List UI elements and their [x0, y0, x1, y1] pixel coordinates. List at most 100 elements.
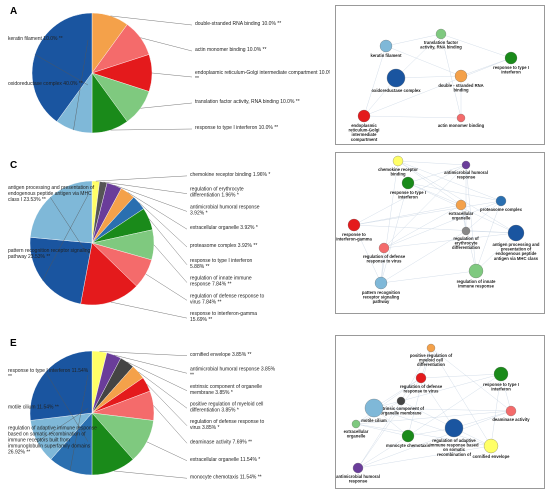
pie-leader-line	[127, 361, 188, 391]
network-node-label: actin monomer binding	[438, 123, 485, 128]
network-node	[415, 372, 427, 384]
network-edge	[385, 45, 462, 77]
network-edge	[420, 373, 502, 379]
pie-leader-line	[113, 354, 188, 374]
pie-label: double-stranded RNA binding 10.0% **	[195, 21, 281, 27]
pie-leader-line	[113, 470, 188, 479]
network-edge	[453, 410, 512, 429]
network-edge	[465, 200, 502, 232]
network-edge	[373, 407, 512, 412]
network-node-label: chemokine receptor binding	[378, 167, 418, 177]
network-edge	[407, 164, 467, 184]
network-edge	[407, 373, 502, 437]
network-node	[461, 226, 471, 236]
pie-label: positive regulation of myeloid cell diffe…	[190, 401, 263, 413]
network-edge	[383, 204, 462, 249]
pie-leader-line	[153, 405, 188, 444]
network-node	[401, 429, 415, 443]
pie-label: proteasome complex 3.92% **	[190, 243, 257, 249]
network-edge	[380, 230, 467, 284]
pie-label: antigen processing and presentation of en…	[8, 185, 95, 203]
network-node-label: cornified envelope	[473, 454, 511, 459]
network-edge	[357, 400, 402, 469]
network-node-label: pattern recognition receptor signaling pat…	[362, 290, 401, 304]
network-edge	[397, 160, 517, 234]
pie-label: monocyte chemotaxis 11.54% **	[190, 474, 262, 480]
network-edge	[363, 115, 462, 119]
network-edge	[440, 33, 512, 59]
network-node	[357, 109, 371, 123]
pie-slice	[30, 180, 93, 244]
network-panel-d: chemokine receptor binding antimicrobial h…	[335, 152, 545, 314]
pie-label: deaminase activity 7.69% **	[190, 439, 252, 445]
network-node-label: antimicrobial humoral response	[336, 474, 380, 484]
pie-leader-line	[36, 408, 89, 442]
pie-label: regulation of adaptive immune response ba…	[8, 426, 97, 456]
network-node	[455, 199, 467, 211]
panel-letter-c: C	[10, 160, 18, 171]
network-edge	[383, 164, 467, 249]
network-node-label: oxidoreductase complex	[371, 88, 421, 93]
network-edge	[357, 435, 409, 469]
pie-leader-line	[145, 273, 188, 301]
network-node-label: motile cilium	[361, 418, 387, 423]
pie-label: regulation of defense response to virus 7…	[190, 293, 264, 305]
network-edge	[355, 423, 409, 437]
network-edge	[355, 423, 492, 447]
pie-label: actin monomer binding 10.0% **	[195, 47, 266, 53]
network-node-label: regulation of adaptive immune response ba…	[429, 438, 479, 457]
network-node-label: extracellular organelle	[344, 429, 369, 439]
network-edge	[353, 200, 502, 226]
network-edge	[353, 204, 462, 226]
pie-label: antimicrobial humoral response 3.92% *	[190, 204, 260, 216]
network-node	[396, 396, 406, 406]
network-edge	[380, 270, 477, 284]
pie-leader-line	[153, 244, 188, 283]
network-node	[495, 195, 507, 207]
network-node	[444, 418, 464, 438]
network-edge	[475, 232, 517, 272]
pie-label: extracellular organelle 3.92% *	[190, 225, 258, 231]
pie-leader-line	[103, 181, 188, 194]
network-edge	[353, 224, 517, 234]
network-node	[379, 39, 393, 53]
network-node-label: antimicrobial humoral response	[444, 170, 488, 180]
pie-label: response to interferon-gamma 15.69% **	[190, 311, 257, 323]
pie-label: motile cilium 11.54% **	[8, 404, 59, 410]
network-node-label: endoplasmic reticulum-Golgi intermediate co…	[349, 123, 380, 142]
pie-leader-line	[114, 184, 188, 212]
pie-leader-line	[99, 351, 188, 356]
pie-label: regulation of erythrocyte differentiation…	[190, 187, 244, 199]
network-node	[426, 343, 436, 353]
network-edge	[355, 377, 422, 425]
network-node-label: antigen processing and presentation of end…	[492, 242, 539, 261]
network-node	[493, 366, 509, 382]
pie-slice	[29, 237, 93, 305]
network-node-label: monocyte chemotaxis	[386, 443, 431, 448]
pie-leader-line	[140, 37, 193, 52]
network-node	[364, 398, 384, 418]
network-node-label: double - stranded RNA binding	[438, 83, 483, 93]
pie-label: extracellular organelle 11.54% *	[190, 457, 260, 463]
pie-leader-line	[138, 371, 188, 409]
network-edge	[380, 160, 399, 284]
pie-label: regulation of innate immune response 7.84…	[190, 276, 252, 288]
pie-chart-c: chemokine receptor binding 1.96% * regula…	[8, 172, 270, 323]
network-edge	[357, 377, 422, 469]
network-edge	[353, 224, 382, 284]
network-node	[374, 276, 388, 290]
network-edge	[420, 347, 432, 379]
network-edge	[357, 410, 512, 469]
network-edge	[430, 347, 512, 412]
network-node	[378, 242, 390, 254]
network-edge	[407, 182, 462, 206]
pie-label: cornified envelope 3.85% **	[190, 352, 251, 358]
network-node	[483, 438, 499, 454]
pie-leader-line	[95, 175, 188, 182]
network-node	[351, 419, 361, 429]
network-edge	[407, 347, 432, 437]
network-node-label: regulation of defense response to virus	[363, 254, 406, 264]
pie-chart-a: double-stranded RNA binding 10.0% ** acti…	[8, 12, 330, 134]
network-node	[505, 405, 517, 417]
